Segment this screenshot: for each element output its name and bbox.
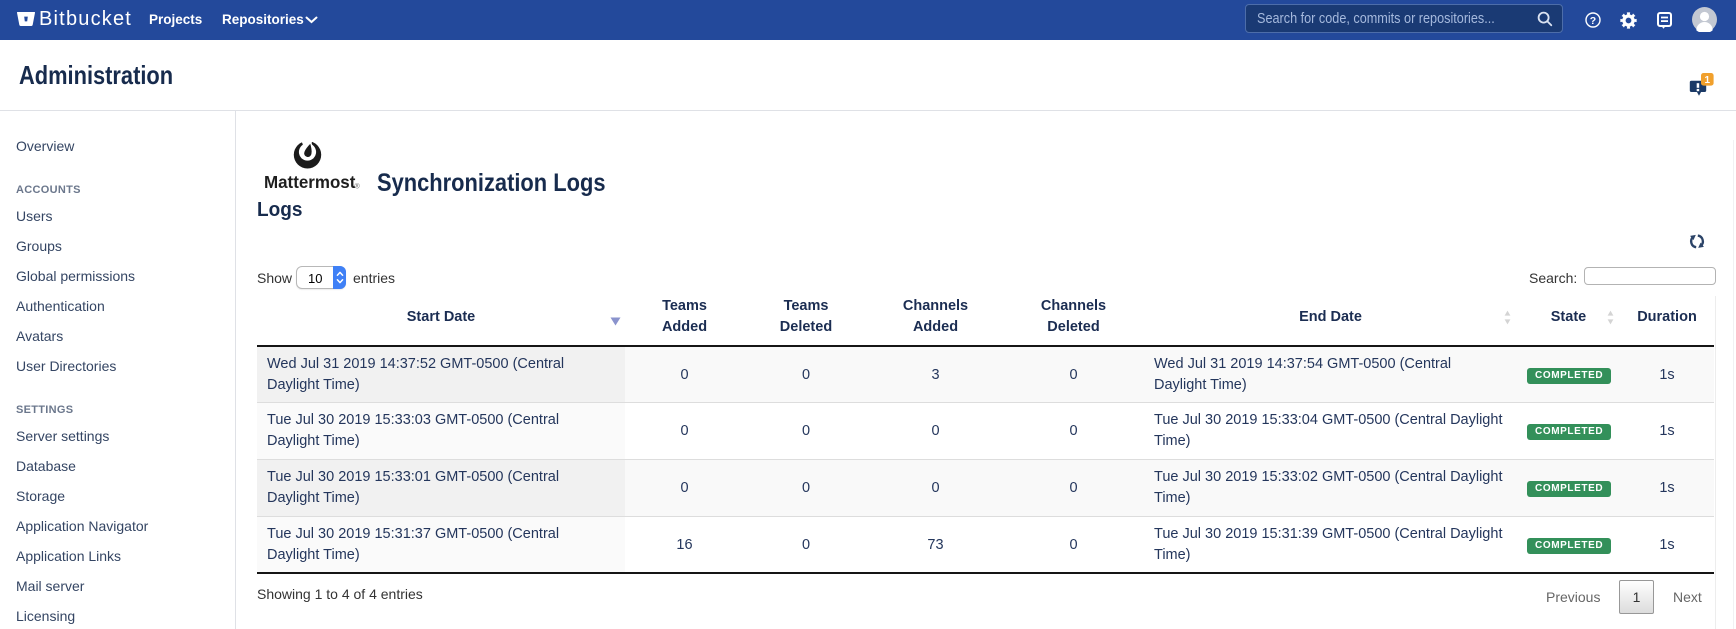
svg-text:?: ? <box>1590 15 1596 27</box>
svg-text:1: 1 <box>1705 75 1711 86</box>
svg-text:®: ® <box>355 183 361 191</box>
svg-text:Mattermost: Mattermost <box>264 172 356 191</box>
